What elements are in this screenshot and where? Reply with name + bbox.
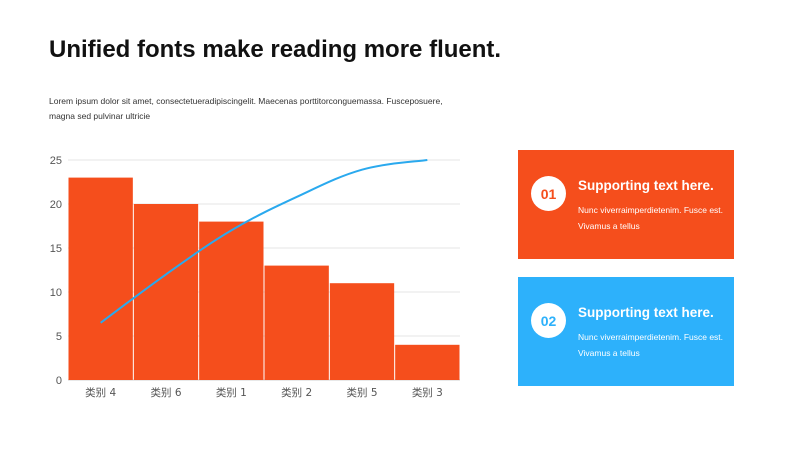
card-body: Nunc viverraimperdietenim. Fusce est. Vi… bbox=[578, 332, 724, 358]
card-heading: Supporting text here. bbox=[578, 305, 714, 320]
supporting-card-2: 02 Supporting text here. Nunc viverraimp… bbox=[518, 277, 734, 386]
x-tick-label: 类别 3 bbox=[412, 386, 443, 399]
y-tick-label: 5 bbox=[56, 331, 62, 343]
y-tick-label: 20 bbox=[50, 199, 62, 211]
bar bbox=[329, 283, 395, 380]
y-tick-label: 15 bbox=[50, 243, 62, 255]
bar bbox=[133, 204, 199, 380]
y-tick-label: 0 bbox=[56, 375, 62, 387]
x-tick-label: 类别 4 bbox=[85, 386, 116, 399]
supporting-card-1: 01 Supporting text here. Nunc viverraimp… bbox=[518, 150, 734, 259]
bar bbox=[395, 344, 460, 380]
y-tick-label: 10 bbox=[50, 287, 62, 299]
cumulative-line bbox=[100, 159, 428, 324]
page-subtitle: Lorem ipsum dolor sit amet, consectetuer… bbox=[49, 96, 443, 121]
x-tick-label: 类别 2 bbox=[281, 386, 312, 399]
page-title: Unified fonts make reading more fluent. bbox=[49, 36, 502, 63]
x-tick-label: 类别 1 bbox=[216, 386, 247, 399]
card-body: Nunc viverraimperdietenim. Fusce est. Vi… bbox=[578, 205, 724, 231]
card-heading: Supporting text here. bbox=[578, 178, 714, 193]
card-number-badge: 02 bbox=[531, 303, 566, 338]
card-number-badge: 01 bbox=[531, 176, 566, 211]
pareto-chart: 0 5 10 15 20 25 类别 4 类别 6 类别 1 类别 2 类别 5 类别 3 bbox=[50, 155, 460, 399]
bar bbox=[68, 177, 133, 380]
bar bbox=[264, 265, 329, 380]
y-tick-label: 25 bbox=[50, 155, 62, 167]
x-tick-label: 类别 5 bbox=[346, 386, 377, 399]
bar bbox=[199, 221, 264, 380]
x-tick-label: 类别 6 bbox=[150, 386, 181, 399]
